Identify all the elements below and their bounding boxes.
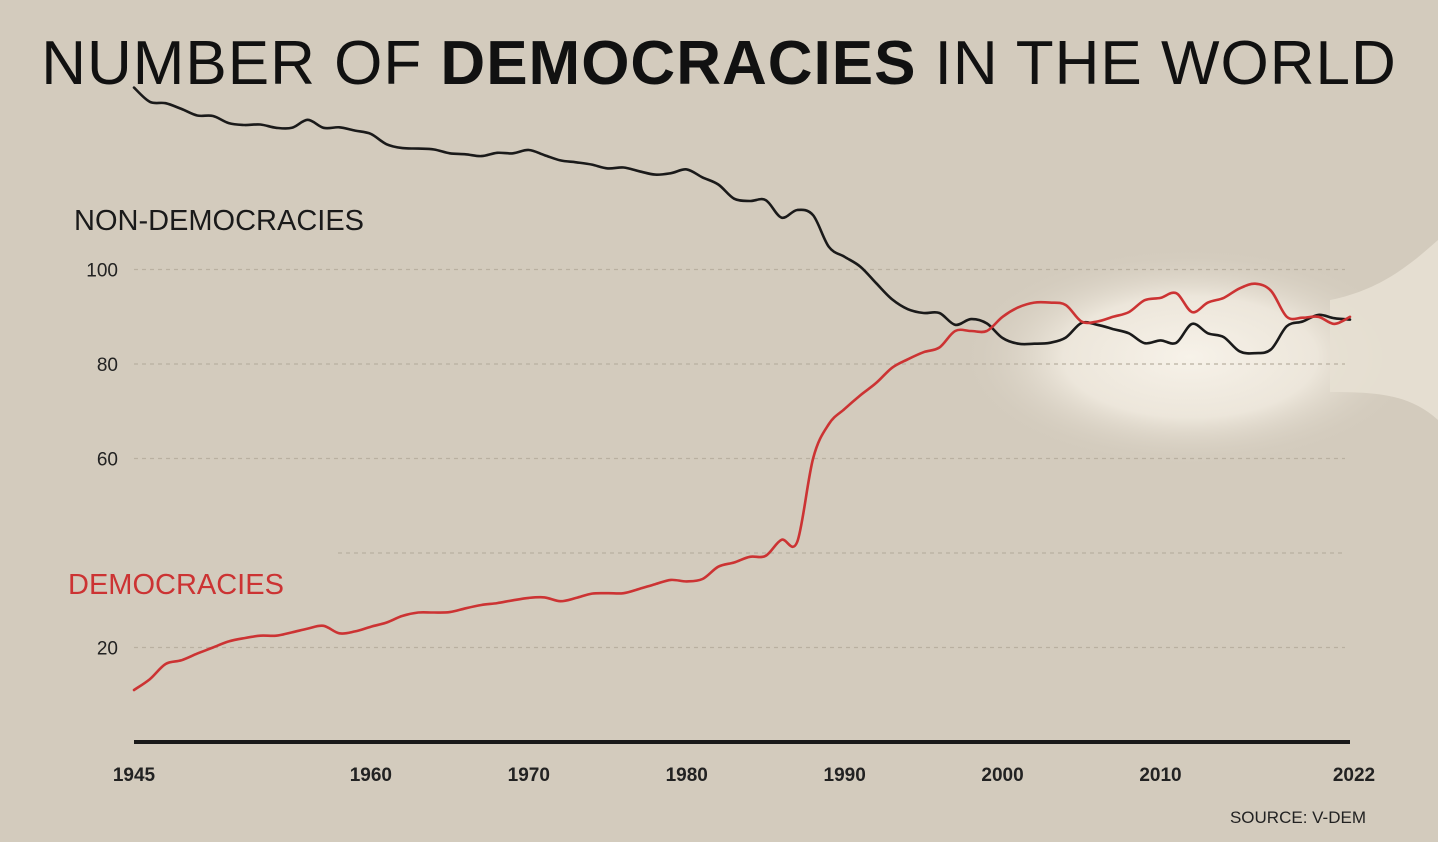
x-tick-label-1945: 1945 bbox=[113, 765, 156, 786]
y-tick-label-60: 60 bbox=[97, 450, 118, 471]
y-tick-label-20: 20 bbox=[97, 639, 118, 660]
highlight-glow bbox=[960, 247, 1420, 467]
title-part-2: DEMOCRACIES bbox=[440, 29, 916, 98]
series-line-non-democracies bbox=[132, 86, 1352, 355]
x-tick-label-2022: 2022 bbox=[1333, 765, 1375, 786]
source-note: SOURCE: V-DEM bbox=[1230, 808, 1366, 827]
chart-title: NUMBER OF DEMOCRACIES IN THE WORLD bbox=[41, 29, 1397, 98]
highlight-group bbox=[960, 240, 1438, 467]
x-tick-label-1970: 1970 bbox=[508, 765, 550, 786]
title-part-1: NUMBER OF bbox=[41, 29, 440, 98]
y-tick-label-80: 80 bbox=[97, 355, 118, 376]
x-tick-label-1960: 1960 bbox=[350, 765, 392, 786]
title-part-3: IN THE WORLD bbox=[916, 29, 1396, 98]
edge-wedge bbox=[1330, 240, 1438, 420]
x-tick-label-2000: 2000 bbox=[981, 765, 1023, 786]
x-tick-labels: 1945 1960 1970 1980 1990 2000 2010 2022 bbox=[113, 765, 1375, 786]
series-label-democracies: DEMOCRACIES bbox=[68, 569, 284, 601]
y-tick-labels: 20 60 80 100 bbox=[86, 261, 118, 660]
x-tick-label-2010: 2010 bbox=[1139, 765, 1181, 786]
x-tick-label-1990: 1990 bbox=[824, 765, 866, 786]
series-label-non-democracies: NON-DEMOCRACIES bbox=[74, 205, 364, 237]
x-tick-label-1980: 1980 bbox=[666, 765, 708, 786]
series-line-democracies bbox=[132, 282, 1352, 692]
grid-lines bbox=[134, 268, 1345, 649]
series-lines bbox=[132, 86, 1352, 692]
y-tick-label-100: 100 bbox=[86, 261, 118, 282]
